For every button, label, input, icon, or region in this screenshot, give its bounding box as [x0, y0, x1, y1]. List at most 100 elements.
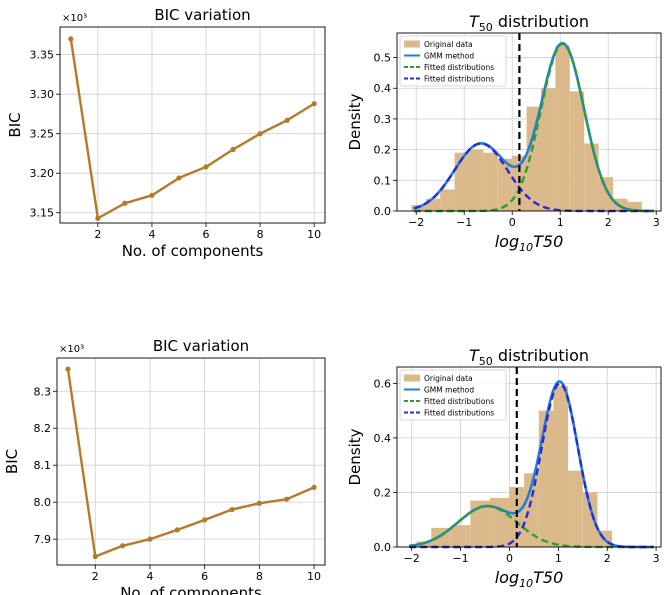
histogram-bar	[584, 143, 599, 211]
bic-line	[66, 368, 315, 558]
bic-point	[68, 36, 74, 42]
bic-point	[174, 527, 180, 533]
y-tick-label: 8.3	[34, 385, 52, 398]
bic-line	[69, 38, 315, 220]
x-tick-label: 0	[506, 552, 513, 565]
y-axis-label: Density	[346, 428, 364, 485]
y-tick-label: 0.4	[374, 82, 392, 95]
bic-point	[230, 146, 236, 153]
histogram-bar	[450, 525, 471, 547]
y-tick-label: 0.1	[374, 174, 392, 187]
histogram-bar	[524, 473, 539, 547]
hist-chart-hist_top: −2 −1 0 1 2 3 0.0 0.1 0.2 0.3 0.4 0.5 T50 distributi…	[346, 12, 662, 254]
x-tick-label: 3	[653, 552, 660, 565]
hist-chart-hist_bottom: −2 −1 0 1 2 3 0.0 0.2 0.4 0.6 T50 distribution log1…	[346, 346, 662, 590]
y-tick-label: 0.6	[374, 377, 392, 390]
histogram-bar	[470, 500, 490, 547]
histogram-bar	[454, 152, 469, 211]
y-tick-label: 0.2	[374, 486, 392, 499]
y-tick-label: 3.20	[30, 167, 55, 180]
y-tick-label: 7.9	[34, 533, 52, 546]
legend-label: Fitted distributions	[424, 409, 494, 418]
bic-point	[92, 553, 98, 560]
x-tick-label: 3	[653, 216, 660, 229]
y-tick-label: 0.4	[374, 432, 392, 445]
y-axis-label: BIC	[3, 449, 21, 474]
y-tick-label: 3.30	[30, 88, 55, 101]
legend-label: GMM method	[424, 52, 474, 61]
axes-frame	[396, 366, 662, 548]
bic-point	[257, 131, 263, 137]
bic-point	[284, 496, 290, 502]
bic-point	[284, 117, 290, 123]
histogram-bar	[440, 189, 455, 211]
histogram-bar	[541, 88, 556, 211]
y-tick-label: 8.2	[34, 422, 52, 435]
y-tick-label: 8.1	[34, 459, 52, 472]
y-tick-label: 0.0	[374, 205, 392, 218]
bic-point	[176, 175, 182, 181]
bic-point	[149, 192, 155, 198]
histogram-bar	[598, 177, 613, 211]
x-tick-label: 6	[201, 570, 208, 583]
legend-label: GMM method	[424, 386, 474, 395]
chart-title: BIC variation	[154, 6, 250, 24]
bic-point	[229, 506, 235, 513]
bic-point	[65, 366, 71, 372]
chart-title: T50 distribution	[469, 12, 589, 34]
histogram-bar	[568, 470, 583, 547]
y-axis-label: Density	[346, 93, 364, 150]
bic-point	[311, 101, 317, 107]
axes-frame	[396, 32, 662, 212]
legend-box	[399, 35, 507, 87]
histogram-bar	[582, 492, 598, 547]
histogram-bar	[553, 386, 569, 547]
x-axis-label: log10T50	[495, 232, 564, 254]
y-multiplier-label: ×10³	[62, 13, 87, 24]
y-tick-label: 3.25	[30, 128, 55, 141]
x-tick-label: 1	[555, 552, 562, 565]
legend-label: Original data	[424, 374, 473, 383]
legend-swatch	[404, 40, 420, 48]
histogram-bar	[489, 497, 510, 547]
y-tick-label: 3.35	[30, 49, 55, 62]
y-tick-label: 0.0	[374, 541, 392, 554]
y-tick-label: 0.5	[374, 52, 392, 65]
x-tick-label: 2	[94, 228, 101, 241]
legend-label: Fitted distributions	[424, 63, 494, 72]
legend-box	[399, 369, 507, 421]
x-tick-label: 4	[146, 570, 153, 583]
legend-swatch	[404, 374, 420, 382]
x-axis-label: log10T50	[495, 568, 564, 590]
histogram-bar	[555, 45, 570, 211]
x-tick-label: 10	[307, 228, 321, 241]
y-tick-label: 3.15	[30, 207, 55, 220]
chart-title: BIC variation	[153, 337, 249, 355]
bic-point	[120, 543, 126, 549]
y-tick-label: 0.2	[374, 144, 392, 157]
x-tick-label: 8	[257, 228, 264, 241]
y-axis-label: BIC	[6, 112, 24, 137]
histogram-bar	[526, 106, 541, 211]
x-tick-label: 1	[557, 216, 564, 229]
x-tick-label: 8	[256, 570, 263, 583]
legend-label: Fitted distributions	[424, 397, 494, 406]
bic-point	[147, 536, 153, 542]
bic-point	[202, 517, 208, 523]
histogram-bar	[627, 201, 642, 211]
histogram-bar	[483, 152, 498, 211]
chart-title: T50 distribution	[469, 346, 589, 368]
axes-frame	[59, 26, 326, 224]
bic-chart-bic_top: 2 4 6 8 10 3.15 3.20 3.25 3.30 3.35 BIC variation ×…	[6, 6, 326, 260]
x-tick-label: 10	[307, 570, 321, 583]
legend-label: Fitted distributions	[424, 75, 494, 84]
histogram-bar	[469, 149, 484, 211]
y-tick-label: 0.3	[374, 113, 392, 126]
x-axis-label: No. of components	[120, 584, 262, 595]
x-tick-label: 2	[92, 570, 99, 583]
histogram-bar	[512, 155, 527, 211]
axes-frame	[56, 357, 326, 566]
y-multiplier-label: ×10³	[59, 344, 84, 355]
x-tick-label: 4	[148, 228, 155, 241]
